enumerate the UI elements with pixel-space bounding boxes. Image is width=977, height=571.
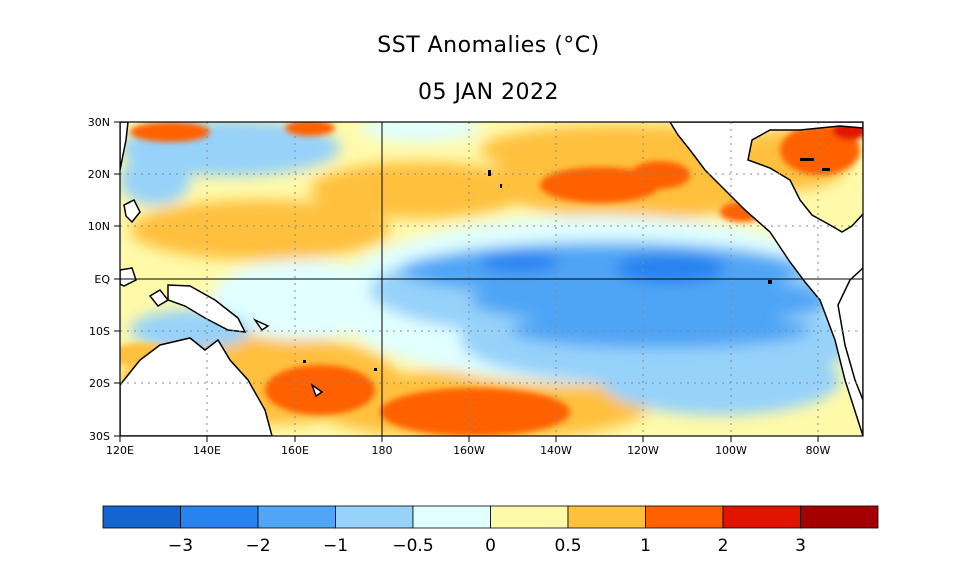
colorbar-swatch [102, 505, 181, 529]
colorbar: −3 −2 −1 −0.5 0 0.5 1 2 3 [102, 505, 879, 556]
anomaly-field [120, 122, 863, 436]
lat-label: 30S [89, 430, 110, 443]
map-date: 05 JAN 2022 [417, 80, 560, 105]
colorbar-label: 0.5 [554, 536, 581, 556]
lat-label: 30N [88, 116, 110, 129]
colorbar-label: −2 [245, 536, 270, 556]
lat-label: 20N [88, 168, 110, 181]
lon-label: 180 [372, 444, 393, 457]
colorbar-swatch [800, 505, 879, 529]
colorbar-swatch [645, 505, 724, 529]
colorbar-label: −3 [168, 536, 193, 556]
colorbar-label: 1 [640, 536, 651, 556]
colorbar-label: −0.5 [392, 536, 433, 556]
lon-label: 140E [193, 444, 221, 457]
lat-label: EQ [94, 273, 110, 286]
lat-label: 10N [88, 220, 110, 233]
lat-label: 20S [89, 377, 110, 390]
colorbar-label: 0 [485, 536, 496, 556]
colorbar-swatch [567, 505, 646, 529]
lon-label: 80W [806, 444, 831, 457]
colorbar-label: 2 [718, 536, 729, 556]
colorbar-swatch [180, 505, 259, 529]
lat-label: 10S [89, 325, 110, 338]
lon-label: 120E [106, 444, 134, 457]
colorbar-swatch [257, 505, 336, 529]
colorbar-swatch [722, 505, 801, 529]
grid-lines [120, 122, 863, 436]
lon-label: 140W [540, 444, 572, 457]
colorbar-swatch [412, 505, 491, 529]
lon-label: 160E [281, 444, 309, 457]
lon-label: 120W [627, 444, 659, 457]
map-title: SST Anomalies (°C) [377, 33, 600, 58]
colorbar-label: 3 [795, 536, 806, 556]
lon-label: 100W [715, 444, 747, 457]
colorbar-label: −1 [323, 536, 348, 556]
colorbar-swatch [490, 505, 569, 529]
colorbar-swatch [335, 505, 414, 529]
lon-label: 160W [453, 444, 485, 457]
